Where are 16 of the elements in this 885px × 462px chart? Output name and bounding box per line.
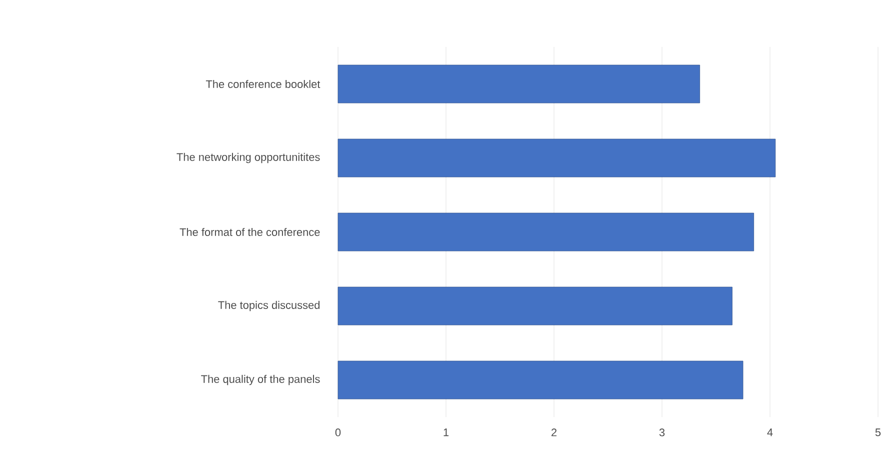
y-tick-label: The format of the conference xyxy=(180,228,320,236)
y-tick-label: The conference booklet xyxy=(206,80,320,88)
x-tick-label: 3 xyxy=(659,428,665,436)
y-tick-label: The topics discussed xyxy=(218,300,320,312)
x-tick-label: 1 xyxy=(444,428,449,436)
bar xyxy=(338,138,776,178)
bar xyxy=(338,64,700,104)
x-tick-label: 4 xyxy=(767,428,773,436)
bar xyxy=(338,360,744,400)
x-tick-label: 2 xyxy=(552,428,557,436)
x-tick-label: 5 xyxy=(875,428,881,436)
x-tick-label: 0 xyxy=(335,428,341,436)
y-tick-label: The quality of the panels xyxy=(201,374,320,386)
bar xyxy=(338,212,754,252)
bar xyxy=(338,286,732,326)
y-tick-label: The networking opportunitites xyxy=(176,152,320,164)
